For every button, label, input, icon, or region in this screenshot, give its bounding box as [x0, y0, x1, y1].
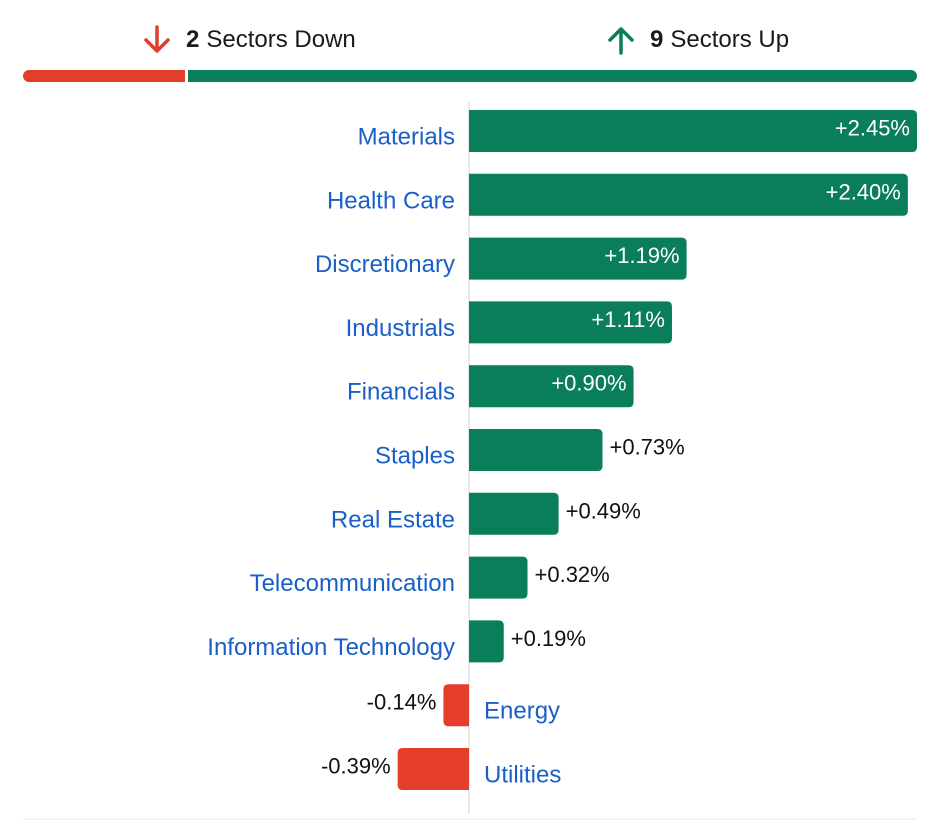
category-label[interactable]: Real Estate — [331, 506, 455, 533]
category-label[interactable]: Utilities — [484, 762, 561, 789]
category-label[interactable]: Energy — [484, 698, 560, 725]
value-label: +1.19% — [604, 243, 679, 268]
bar-financials[interactable] — [469, 365, 634, 408]
bar-energy[interactable] — [443, 684, 469, 727]
bar-information-technology[interactable] — [469, 620, 504, 663]
bar-discretionary[interactable] — [469, 237, 687, 280]
bar-utilities[interactable] — [397, 748, 469, 790]
value-label: +2.45% — [835, 116, 910, 141]
category-label[interactable]: Health Care — [327, 187, 455, 214]
sectors-down-count: 2 — [186, 26, 200, 53]
bar-staples[interactable] — [469, 429, 603, 471]
bar-telecommunication[interactable] — [469, 556, 528, 599]
category-label[interactable]: Telecommunication — [250, 570, 455, 597]
split-bar-down-segment — [23, 70, 185, 82]
bar-materials[interactable] — [469, 110, 917, 152]
bar-health-care[interactable] — [469, 173, 908, 216]
sectors-down-text: Sectors Down — [206, 26, 356, 53]
value-label: +0.90% — [551, 371, 626, 396]
value-label: +0.32% — [535, 562, 610, 587]
category-label[interactable]: Staples — [375, 443, 455, 470]
value-label: +0.73% — [609, 435, 684, 460]
arrow-up-icon — [608, 27, 634, 55]
sectors-up-text: Sectors Up — [670, 26, 790, 53]
bar-industrials[interactable] — [469, 301, 672, 344]
value-label: -0.14% — [367, 690, 437, 715]
split-bar-up-segment — [188, 70, 917, 82]
value-label: +2.40% — [826, 179, 901, 204]
category-label[interactable]: Materials — [358, 124, 455, 151]
category-label[interactable]: Financials — [347, 379, 455, 406]
category-label[interactable]: Industrials — [346, 315, 455, 342]
category-label[interactable]: Information Technology — [207, 634, 455, 661]
sectors-up-summary: 9 Sectors Up — [606, 20, 789, 60]
sectors-down-summary: 2 Sectors Down — [142, 20, 356, 60]
value-label: +0.49% — [566, 498, 641, 523]
value-label: +0.19% — [511, 626, 586, 651]
value-label: -0.39% — [321, 754, 391, 779]
category-label[interactable]: Discretionary — [315, 251, 455, 278]
arrow-down-icon — [144, 25, 170, 53]
sector-split-bar — [23, 70, 917, 82]
sectors-up-count: 9 — [650, 26, 664, 53]
sector-summary-header: 2 Sectors Down 9 Sectors Up — [0, 20, 939, 60]
bar-real-estate[interactable] — [469, 492, 559, 535]
value-label: +1.11% — [591, 307, 665, 332]
